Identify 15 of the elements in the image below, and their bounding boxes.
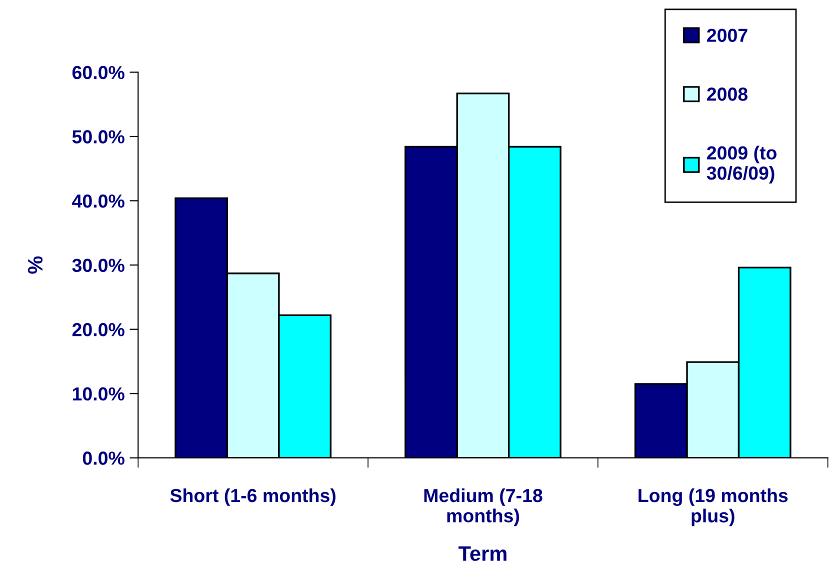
y-tick-label: 30.0% [72, 258, 124, 272]
legend-label: 2007 [707, 28, 748, 42]
y-tick-label: 20.0% [72, 323, 124, 336]
y-tick-label: 0.0% [82, 452, 124, 465]
x-tick-label: Long (19 months plus) [638, 488, 788, 526]
legend-label: 2008 [707, 88, 748, 101]
y-tick-label: 10.0% [72, 387, 124, 401]
legend-label: 2009 (to 30/6/09) [706, 146, 777, 184]
y-tick-label: 40.0% [72, 194, 124, 208]
x-axis-title: Term [458, 546, 506, 561]
x-tick-label: Short (1-6 months) [170, 488, 336, 506]
y-tick-label: 60.0% [72, 66, 124, 80]
y-axis-title: % [28, 256, 43, 274]
x-tick-label: Medium (7-18 months) [424, 488, 542, 526]
y-tick-label: 50.0% [72, 130, 124, 144]
